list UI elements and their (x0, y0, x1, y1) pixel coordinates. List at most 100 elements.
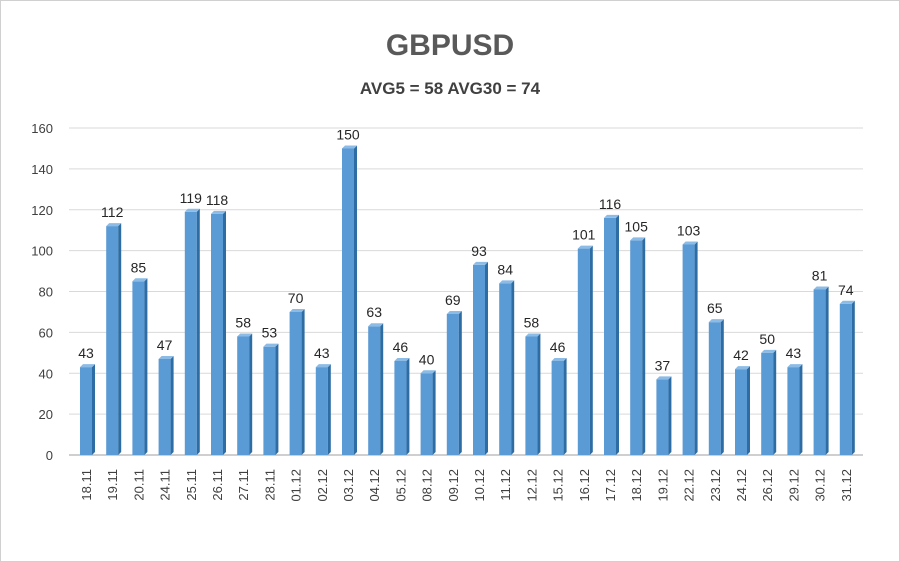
bar (551, 360, 564, 455)
bar (708, 322, 721, 455)
x-tick-label: 08.12 (420, 469, 435, 502)
data-label: 47 (157, 337, 173, 353)
data-label: 70 (288, 290, 304, 306)
data-label: 112 (101, 204, 124, 220)
x-tick-label: 03.12 (341, 469, 356, 502)
data-label: 58 (524, 314, 540, 330)
data-label: 103 (677, 222, 701, 238)
bar-top (211, 210, 226, 214)
data-label: 105 (625, 218, 649, 234)
bar-top (237, 333, 253, 337)
bar-top (525, 333, 541, 337)
data-label: 46 (393, 339, 409, 355)
bar-side (511, 280, 515, 455)
data-label: 46 (550, 339, 566, 355)
bar-top (80, 364, 95, 368)
bar (184, 211, 197, 455)
bar (368, 326, 381, 455)
bar-side (616, 214, 619, 455)
bar-top (499, 280, 515, 284)
bar-top (473, 261, 488, 265)
x-tick-label: 26.11 (210, 469, 225, 501)
bar (813, 289, 826, 455)
x-tick-label: 28.11 (262, 469, 277, 501)
x-tick-label: 18.11 (79, 469, 94, 501)
bar-side (458, 310, 462, 455)
y-tick-label: 80 (39, 285, 53, 300)
data-label: 42 (733, 347, 749, 363)
bar-side (144, 278, 148, 455)
data-label: 63 (366, 304, 382, 320)
bar (211, 213, 223, 455)
bar-side (589, 245, 593, 455)
bar-top (184, 208, 200, 212)
x-tick-label: 02.12 (315, 469, 330, 502)
data-label: 101 (572, 227, 596, 243)
bar (446, 313, 459, 455)
data-label: 116 (599, 196, 622, 212)
bar-side (170, 355, 174, 455)
bar-top (132, 278, 148, 282)
data-label: 118 (206, 192, 229, 208)
x-tick-label: 25.11 (184, 469, 199, 501)
x-tick-label: 19.11 (105, 469, 120, 501)
bar-side (380, 323, 384, 455)
y-tick-label: 40 (39, 366, 53, 381)
x-tick-label: 26.12 (760, 469, 775, 502)
bar (263, 346, 276, 455)
y-tick-label: 60 (39, 325, 53, 340)
chart-title: GBPUSD (385, 29, 515, 62)
bar-top (289, 308, 305, 312)
bar (420, 373, 433, 455)
data-label: 150 (336, 126, 360, 142)
bar (577, 248, 590, 455)
bar (315, 367, 328, 455)
data-label: 84 (497, 261, 513, 277)
data-label: 85 (131, 259, 147, 275)
bar-top (761, 349, 777, 353)
bar-side (354, 145, 357, 455)
bar-side (432, 370, 436, 455)
bar (342, 148, 354, 455)
bar (499, 283, 512, 455)
bar-side (327, 364, 331, 455)
x-tick-label: 15.12 (551, 469, 566, 502)
bar (80, 367, 92, 455)
bar-side (747, 366, 750, 455)
bar (735, 369, 747, 455)
data-label: 43 (786, 345, 802, 361)
bar-top (551, 357, 567, 361)
x-tick-label: 16.12 (577, 469, 592, 502)
bar-top (368, 323, 384, 327)
data-label: 43 (314, 345, 330, 361)
bar-side (799, 364, 803, 455)
bar (761, 352, 774, 455)
y-tick-label: 160 (31, 121, 53, 136)
bar (473, 264, 485, 455)
bar-side (406, 357, 410, 455)
bar-side (485, 261, 488, 455)
bar-side (249, 333, 253, 455)
bar (839, 303, 852, 455)
bar (289, 311, 302, 455)
bar-top (394, 357, 410, 361)
bar-side (275, 343, 279, 455)
bar-top (604, 214, 619, 218)
bar (158, 358, 171, 455)
x-tick-label: 09.12 (446, 469, 461, 502)
x-tick-label: 18.12 (629, 469, 644, 502)
bar-side (851, 300, 855, 455)
x-tick-label: 04.12 (367, 469, 382, 502)
bar-side (694, 241, 698, 455)
y-tick-label: 140 (31, 162, 53, 177)
x-tick-label: 05.12 (393, 469, 408, 502)
bar-top (342, 145, 357, 149)
bar-side (301, 308, 305, 455)
y-tick-label: 0 (46, 448, 53, 463)
bar (604, 217, 616, 455)
data-label: 53 (262, 325, 278, 341)
bar-top (735, 366, 750, 370)
data-label: 119 (180, 190, 203, 206)
